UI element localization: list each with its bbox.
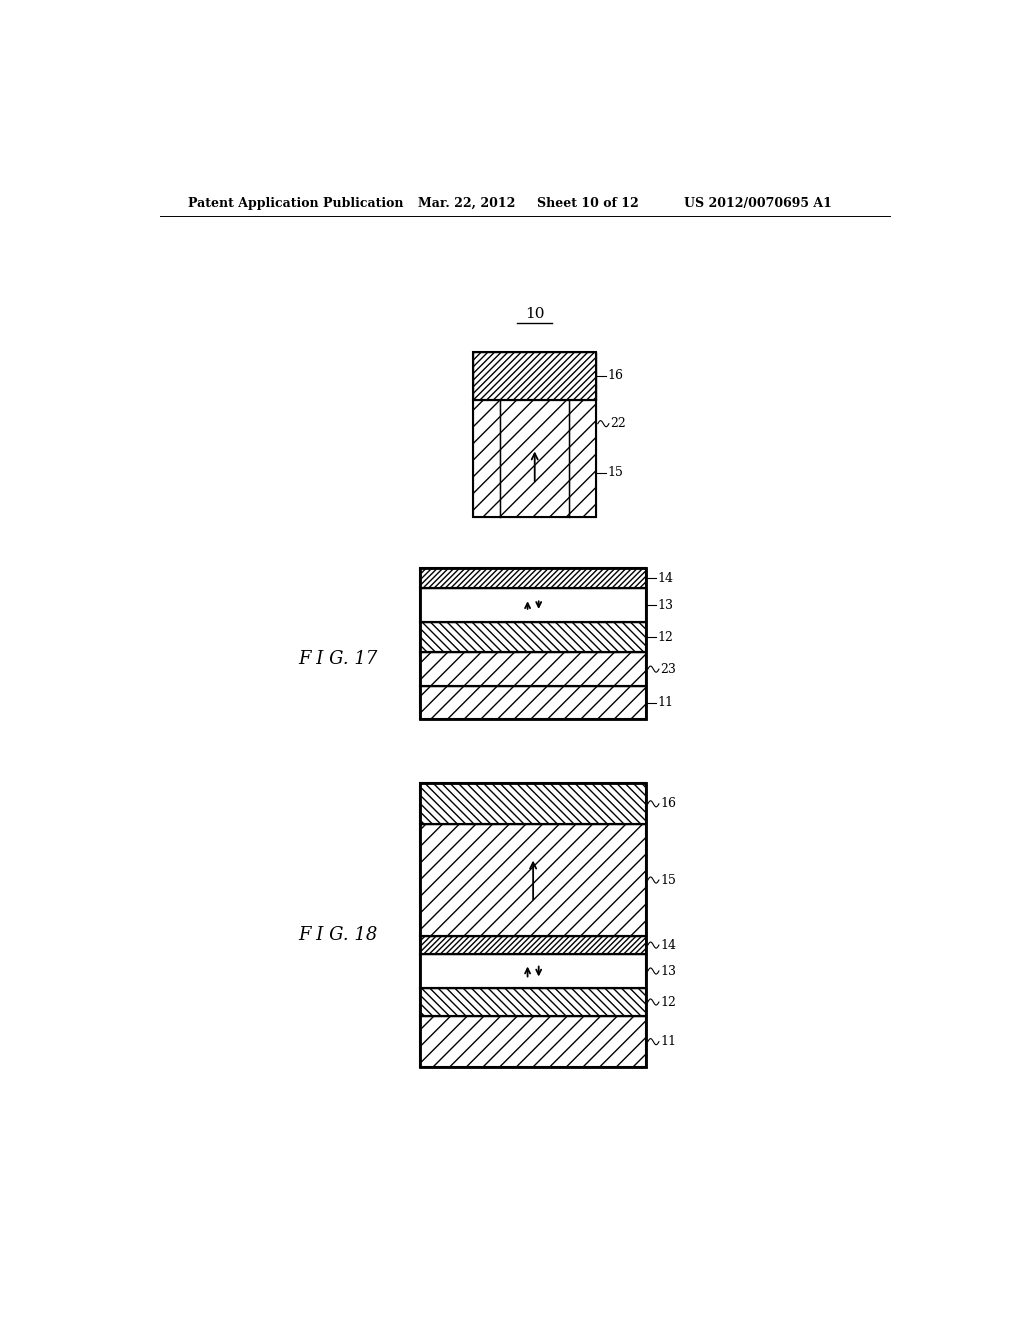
Text: Sheet 10 of 12: Sheet 10 of 12: [537, 197, 638, 210]
Bar: [420, 686, 646, 719]
Bar: [420, 568, 646, 589]
Text: Patent Application Publication: Patent Application Publication: [187, 197, 403, 210]
Bar: [420, 824, 646, 936]
Text: 16: 16: [660, 797, 677, 810]
Text: F I G. 17: F I G. 17: [299, 649, 378, 668]
Bar: [420, 824, 646, 936]
Bar: [420, 987, 646, 1016]
Bar: [473, 400, 596, 517]
Bar: [420, 784, 646, 824]
Bar: [420, 622, 646, 652]
Bar: [420, 568, 646, 719]
Text: 11: 11: [660, 1035, 677, 1048]
Text: 12: 12: [657, 631, 673, 644]
Bar: [420, 652, 646, 686]
Bar: [420, 954, 646, 987]
Text: 23: 23: [660, 663, 677, 676]
Text: 13: 13: [660, 965, 677, 978]
Bar: [473, 351, 596, 400]
Text: 13: 13: [657, 598, 674, 611]
Bar: [420, 936, 646, 954]
Text: 15: 15: [660, 874, 677, 887]
Text: 16: 16: [607, 370, 624, 383]
Bar: [420, 1016, 646, 1067]
Bar: [501, 400, 569, 517]
Text: 11: 11: [657, 696, 674, 709]
Text: 14: 14: [657, 572, 674, 585]
Bar: [420, 784, 646, 1067]
Bar: [420, 784, 646, 824]
Bar: [420, 652, 646, 686]
Bar: [473, 351, 596, 400]
Text: F I G. 18: F I G. 18: [299, 927, 378, 944]
Bar: [473, 400, 501, 517]
Bar: [569, 400, 596, 517]
Bar: [420, 686, 646, 719]
Text: 14: 14: [660, 939, 677, 952]
Bar: [420, 936, 646, 954]
Bar: [420, 589, 646, 622]
Text: 12: 12: [660, 995, 677, 1008]
Bar: [420, 1016, 646, 1067]
Bar: [420, 568, 646, 589]
Bar: [420, 954, 646, 987]
Text: US 2012/0070695 A1: US 2012/0070695 A1: [684, 197, 831, 210]
Text: Mar. 22, 2012: Mar. 22, 2012: [418, 197, 515, 210]
Bar: [420, 987, 646, 1016]
Bar: [420, 622, 646, 652]
Bar: [420, 589, 646, 622]
Text: 10: 10: [525, 308, 545, 321]
Text: 15: 15: [607, 466, 624, 479]
Text: 22: 22: [610, 417, 627, 430]
